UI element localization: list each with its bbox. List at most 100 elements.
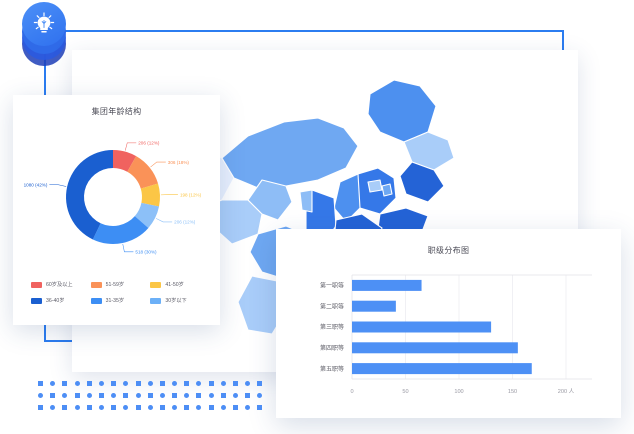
decor-dot bbox=[111, 405, 117, 410]
decor-dot bbox=[245, 381, 251, 386]
decor-dot bbox=[184, 381, 190, 386]
decor-frame-right-line bbox=[562, 30, 564, 52]
decor-dot bbox=[111, 393, 117, 398]
donut-value-label: 518 (30%) bbox=[135, 250, 157, 255]
decor-dot bbox=[62, 381, 68, 386]
donut-segment[interactable] bbox=[113, 150, 137, 172]
donut-chart-title: 集团年龄结构 bbox=[91, 107, 142, 116]
decor-dot bbox=[172, 381, 178, 386]
x-axis-tick-label: 150 bbox=[508, 389, 517, 395]
decor-dot bbox=[62, 405, 68, 410]
donut-segment[interactable] bbox=[66, 150, 113, 240]
decor-dot bbox=[172, 405, 178, 410]
donut-value-label: 206 (12%) bbox=[138, 141, 160, 146]
decor-dot bbox=[257, 381, 263, 386]
decor-frame-top-line bbox=[44, 30, 564, 32]
donut-value-label: 306 (18%) bbox=[168, 160, 190, 165]
y-axis-category-label: 第四职等 bbox=[320, 344, 344, 352]
decor-dot bbox=[184, 405, 190, 410]
dot-row bbox=[38, 381, 263, 386]
decor-dot bbox=[147, 405, 153, 410]
legend-item[interactable]: 41-50岁 bbox=[150, 281, 206, 288]
y-axis-category-label: 第一职等 bbox=[320, 282, 344, 290]
decor-dot bbox=[50, 405, 56, 410]
legend-item[interactable]: 51-59岁 bbox=[90, 281, 147, 288]
bar[interactable] bbox=[352, 279, 422, 291]
donut-leader-line bbox=[124, 142, 137, 151]
decor-dot bbox=[86, 405, 92, 410]
legend-item[interactable]: 60岁及以上 bbox=[31, 281, 87, 288]
decor-dot bbox=[74, 381, 80, 386]
decor-dot bbox=[220, 405, 226, 410]
legend-swatch bbox=[31, 281, 42, 288]
legend-item[interactable]: 30岁以下 bbox=[150, 297, 206, 304]
x-axis-tick-label: 100 bbox=[454, 389, 463, 395]
decor-dot bbox=[123, 405, 129, 410]
decor-dot bbox=[245, 393, 251, 398]
decor-dot bbox=[86, 381, 92, 386]
decor-dot bbox=[135, 393, 141, 398]
legend-item[interactable]: 31-35岁 bbox=[90, 297, 147, 304]
lightbulb-badge bbox=[16, 2, 72, 66]
legend-label: 36-40岁 bbox=[46, 298, 65, 304]
decor-dot bbox=[111, 381, 117, 386]
legend-label: 60岁及以上 bbox=[46, 282, 73, 288]
decor-dot bbox=[147, 381, 153, 386]
legend-item[interactable]: 36-40岁 bbox=[31, 297, 87, 304]
decor-dot bbox=[196, 405, 202, 410]
donut-leader-line bbox=[155, 218, 173, 223]
donut-segment[interactable] bbox=[127, 156, 159, 189]
decor-dot bbox=[123, 381, 129, 386]
decor-dot bbox=[245, 405, 251, 410]
bar[interactable] bbox=[352, 321, 492, 333]
dot-row bbox=[38, 393, 263, 398]
lightbulb-icon bbox=[22, 2, 66, 46]
decor-dot-grid bbox=[38, 381, 263, 417]
donut-segment[interactable] bbox=[92, 216, 149, 244]
donut-leader-line bbox=[150, 161, 166, 168]
legend-label: 41-50岁 bbox=[165, 282, 184, 288]
donut-chart[interactable]: 206 (12%) 306 (18%) 198 (12%) 206 (12%) 518 … bbox=[13, 117, 220, 282]
legend-swatch bbox=[150, 297, 162, 304]
rank-distribution-panel: 职级分布图 0 50 100 150 200 人 第一职等 第二职等 第三职等 第四职等 第五职等 bbox=[276, 229, 621, 418]
decor-dot bbox=[98, 381, 104, 386]
decor-frame-bottom-line bbox=[44, 340, 72, 342]
donut-segment[interactable] bbox=[140, 183, 160, 207]
y-axis-category-label: 第五职等 bbox=[320, 365, 344, 373]
decor-dot bbox=[257, 393, 263, 398]
bar[interactable] bbox=[352, 363, 532, 375]
decor-dot bbox=[233, 393, 238, 398]
donut-value-label: 1080 (42%) bbox=[24, 182, 48, 187]
decor-dot bbox=[159, 393, 165, 398]
decor-dot bbox=[159, 381, 165, 386]
legend-label: 51-59岁 bbox=[105, 282, 125, 288]
x-axis-tick-label: 0 bbox=[350, 389, 353, 395]
bar[interactable] bbox=[352, 300, 396, 312]
decor-dot bbox=[220, 393, 226, 398]
bar[interactable] bbox=[352, 342, 518, 354]
y-axis-category-label: 第二职等 bbox=[320, 302, 344, 310]
donut-leader-line bbox=[49, 184, 67, 187]
legend-swatch bbox=[150, 281, 162, 288]
decor-dot bbox=[196, 393, 202, 398]
dot-row bbox=[38, 405, 263, 410]
donut-value-label: 206 (12%) bbox=[174, 220, 196, 225]
decor-dot bbox=[233, 381, 238, 386]
decor-dot bbox=[135, 405, 141, 410]
x-axis-tick-label: 200 人 bbox=[558, 388, 575, 395]
legend-label: 31-35岁 bbox=[105, 298, 125, 304]
decor-dot bbox=[184, 393, 190, 398]
legend-swatch bbox=[31, 297, 42, 304]
decor-dot bbox=[74, 393, 80, 398]
bar-chart-title: 职级分布图 bbox=[427, 246, 470, 255]
age-structure-panel: 集团年龄结构 206 (12%) 306 (18%) 198 (12%) 206 (1… bbox=[13, 95, 220, 325]
decor-dot bbox=[98, 405, 104, 410]
decor-dot bbox=[208, 405, 214, 410]
decor-dot bbox=[220, 381, 226, 386]
decor-dot bbox=[159, 405, 165, 410]
donut-segment[interactable] bbox=[134, 202, 160, 228]
decor-dot bbox=[196, 381, 202, 386]
decor-dot bbox=[208, 381, 214, 386]
